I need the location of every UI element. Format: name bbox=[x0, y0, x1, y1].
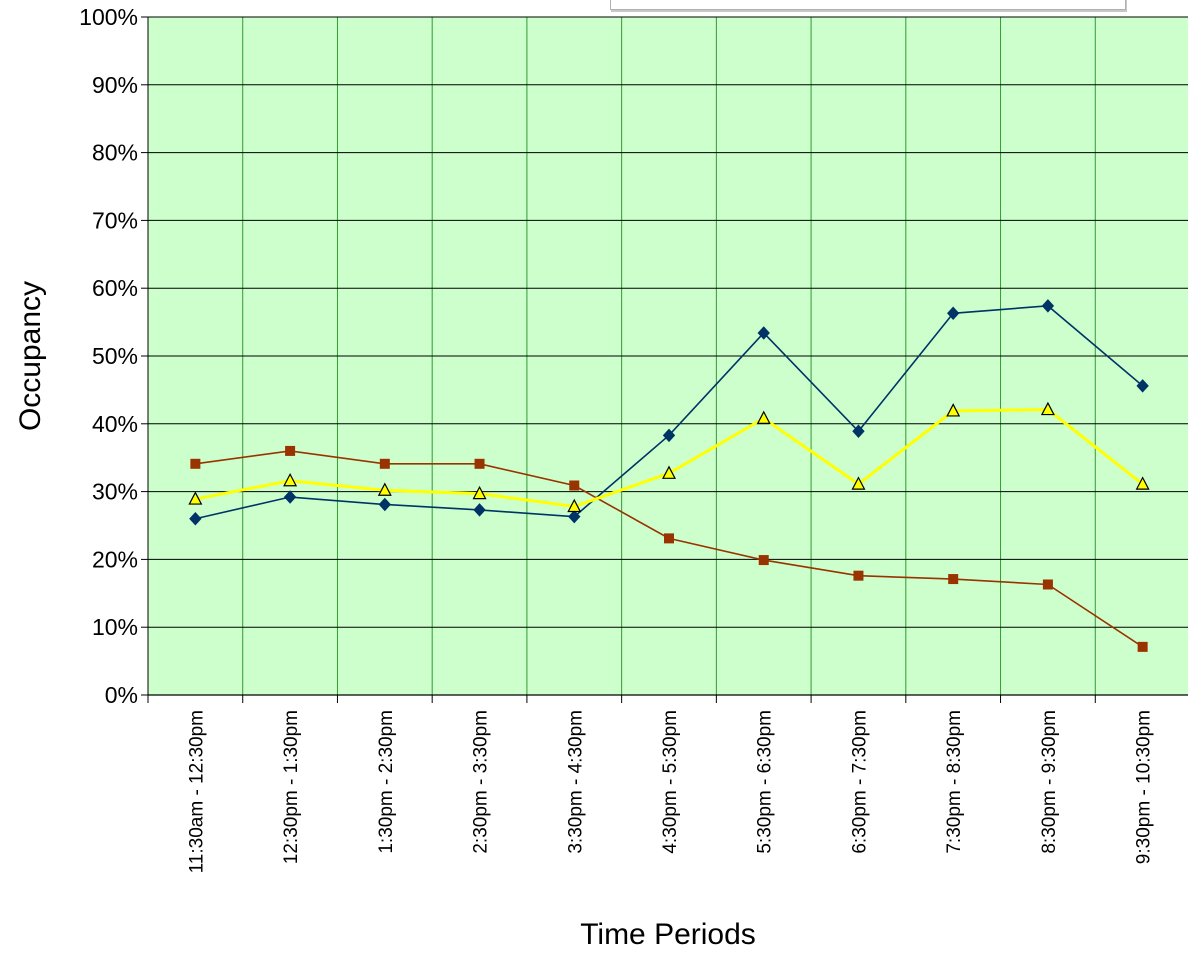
y-tick-labels: 0% 10% 20% 30% 40% 50% 60% 70% 80% 90% 100% bbox=[79, 4, 138, 708]
x-axis-title: Time Periods bbox=[580, 918, 756, 951]
data-point bbox=[946, 403, 961, 417]
data-point bbox=[1137, 641, 1148, 652]
data-point bbox=[664, 533, 674, 544]
series-1 bbox=[189, 299, 1149, 526]
horizontal-gridlines bbox=[148, 16, 1188, 628]
y-tick-label: 70% bbox=[92, 207, 138, 233]
series-layer bbox=[188, 299, 1150, 652]
data-point bbox=[1041, 299, 1055, 313]
data-point bbox=[947, 306, 960, 321]
x-tick-label: 5:30pm - 6:30pm bbox=[755, 710, 776, 854]
data-point bbox=[568, 509, 581, 524]
y-tick-label: 50% bbox=[92, 343, 138, 369]
y-tick-label: 100% bbox=[79, 4, 138, 30]
y-tick-label: 30% bbox=[92, 479, 138, 505]
x-tick-label: 2:30pm - 3:30pm bbox=[471, 710, 492, 854]
x-tick-label: 1:30pm - 2:30pm bbox=[376, 710, 397, 854]
data-point bbox=[1040, 401, 1055, 416]
data-point bbox=[662, 428, 676, 443]
data-point bbox=[283, 472, 298, 487]
y-tick-label: 60% bbox=[92, 275, 138, 301]
data-point bbox=[1136, 379, 1149, 393]
x-tick-label: 3:30pm - 4:30pm bbox=[565, 710, 586, 854]
series-2 bbox=[190, 445, 1148, 652]
data-point bbox=[662, 465, 676, 479]
x-tick-label: 7:30pm - 8:30pm bbox=[944, 710, 965, 854]
data-point bbox=[474, 458, 485, 469]
data-point bbox=[379, 458, 390, 469]
data-point bbox=[283, 490, 297, 504]
data-point bbox=[756, 410, 771, 424]
data-point bbox=[567, 498, 582, 513]
data-point bbox=[377, 482, 392, 496]
data-point bbox=[189, 511, 202, 526]
x-tick-label: 11:30am - 12:30pm bbox=[186, 710, 207, 873]
x-tick-label: 9:30pm - 10:30pm bbox=[1134, 710, 1155, 864]
data-point bbox=[1135, 476, 1150, 490]
data-point bbox=[472, 485, 487, 500]
axes bbox=[141, 16, 1188, 703]
y-tick-label: 0% bbox=[105, 682, 138, 708]
data-point bbox=[473, 503, 486, 517]
x-tick-label: 12:30pm - 1:30pm bbox=[281, 710, 302, 864]
y-axis-title: Occupancy bbox=[14, 281, 47, 431]
y-tick-label: 90% bbox=[92, 72, 138, 98]
data-point bbox=[569, 480, 580, 491]
data-point bbox=[188, 491, 203, 505]
data-point bbox=[758, 555, 769, 566]
data-point bbox=[1042, 579, 1053, 590]
data-point bbox=[757, 326, 770, 340]
y-tick-label: 80% bbox=[92, 140, 138, 166]
data-point bbox=[851, 476, 866, 490]
x-tick-labels: 11:30am - 12:30pm 12:30pm - 1:30pm 1:30pm … bbox=[186, 710, 1154, 873]
data-point bbox=[853, 570, 864, 581]
y-tick-label: 20% bbox=[92, 546, 138, 572]
data-point bbox=[285, 445, 296, 456]
x-tick-label: 4:30pm - 5:30pm bbox=[660, 710, 681, 854]
data-point bbox=[378, 497, 391, 512]
series-3 bbox=[188, 401, 1150, 513]
y-tick-label: 40% bbox=[92, 411, 138, 437]
y-tick-label: 10% bbox=[92, 614, 138, 640]
x-tick-label: 8:30pm - 9:30pm bbox=[1039, 710, 1060, 854]
legend bbox=[610, 0, 1126, 10]
x-tick-label: 6:30pm - 7:30pm bbox=[849, 710, 870, 854]
data-point bbox=[948, 574, 959, 585]
data-point bbox=[852, 424, 865, 438]
data-point bbox=[190, 458, 201, 469]
